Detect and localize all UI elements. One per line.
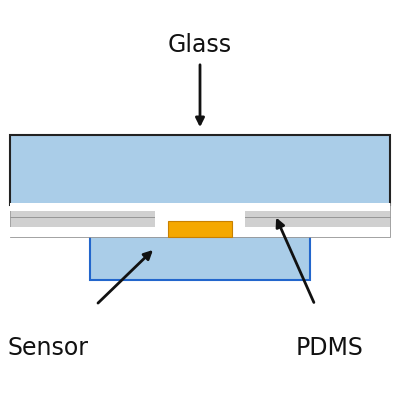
Bar bbox=[168, 221, 232, 237]
Bar bbox=[90, 230, 310, 280]
Bar bbox=[10, 217, 390, 237]
Bar bbox=[10, 135, 390, 205]
Text: Sensor: Sensor bbox=[8, 336, 88, 360]
Bar bbox=[155, 203, 245, 237]
Text: Glass: Glass bbox=[168, 33, 232, 57]
Bar bbox=[10, 203, 390, 217]
Text: PDMS: PDMS bbox=[296, 336, 364, 360]
Bar bbox=[10, 227, 390, 237]
Bar bbox=[10, 203, 390, 211]
